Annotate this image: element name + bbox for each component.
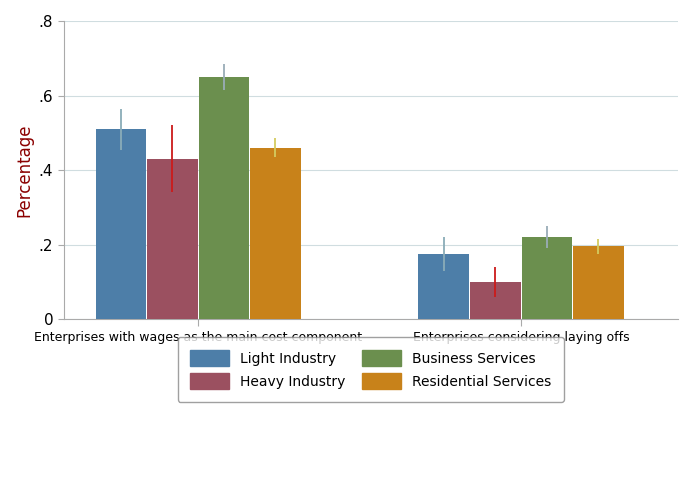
Legend: Light Industry, Heavy Industry, Business Services, Residential Services: Light Industry, Heavy Industry, Business… xyxy=(177,338,564,402)
Bar xyxy=(573,246,624,319)
Bar xyxy=(250,148,301,319)
Bar xyxy=(199,77,249,319)
Y-axis label: Percentage: Percentage xyxy=(15,123,33,217)
Bar xyxy=(419,254,469,319)
Bar xyxy=(522,237,572,319)
Bar xyxy=(96,129,146,319)
Bar xyxy=(470,282,520,319)
Bar xyxy=(147,159,198,319)
